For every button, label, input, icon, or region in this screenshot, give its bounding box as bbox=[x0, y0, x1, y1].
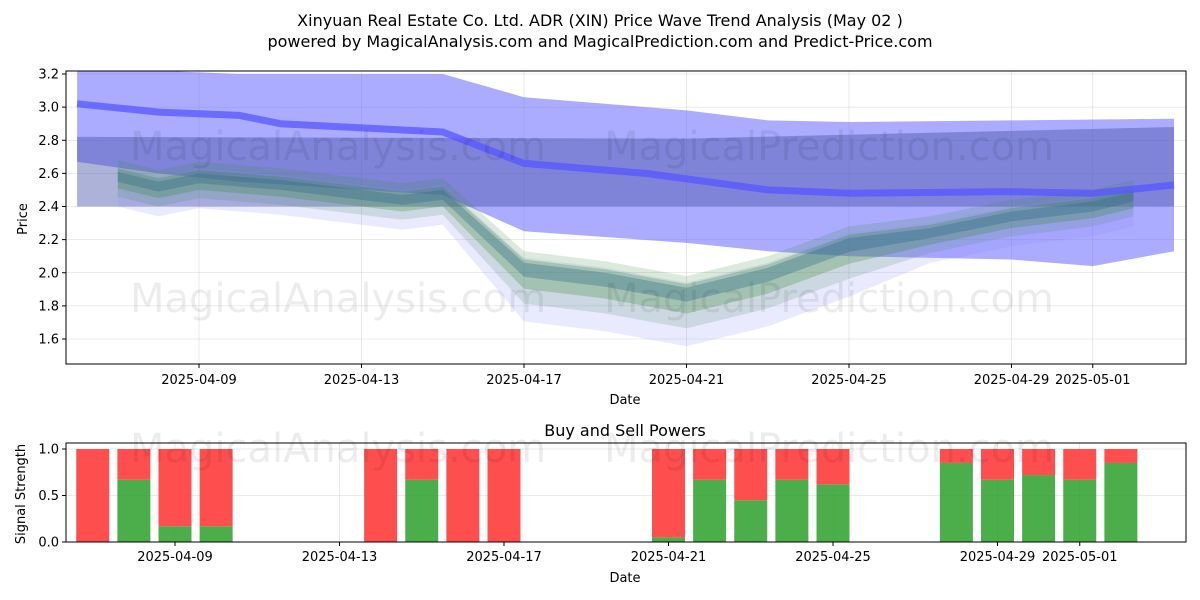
signal-x-tick-label: 2025-04-21 bbox=[631, 550, 707, 565]
watermark-analysis-3: MagicalAnalysis.com bbox=[130, 426, 546, 472]
signal-y-tick-label: 0.0 bbox=[38, 536, 59, 551]
price-y-tick-label: 2.0 bbox=[38, 266, 59, 281]
buy-bar bbox=[199, 526, 233, 542]
signal-y-tick-label: 1.0 bbox=[38, 443, 59, 458]
buy-bar bbox=[734, 500, 768, 542]
signal-x-tick-label: 2025-04-13 bbox=[302, 550, 378, 565]
watermark-prediction-1: MagicalPrediction.com bbox=[604, 124, 1054, 170]
price-y-tick-label: 2.2 bbox=[38, 233, 59, 248]
signal-x-axis-label: Date bbox=[609, 571, 640, 586]
sell-bar bbox=[446, 449, 480, 542]
buy-bar bbox=[1063, 479, 1097, 542]
buy-bar bbox=[816, 484, 850, 542]
signal-x-tick-label: 2025-04-17 bbox=[466, 550, 542, 565]
price-x-tick-label: 2025-04-21 bbox=[649, 373, 725, 388]
signal-y-tick-label: 0.5 bbox=[38, 489, 59, 504]
signal-plot-frame bbox=[65, 442, 1187, 543]
signal-x-tick-label: 2025-05-01 bbox=[1042, 550, 1118, 565]
watermarks: MagicalAnalysis.com MagicalPrediction.co… bbox=[130, 124, 1054, 472]
sell-bar bbox=[652, 449, 685, 538]
watermark-analysis-2: MagicalAnalysis.com bbox=[130, 276, 546, 322]
sell-bar bbox=[158, 449, 192, 527]
sell-bar bbox=[76, 449, 110, 542]
price-y-tick-label: 3.0 bbox=[38, 101, 59, 116]
signal-title: Buy and Sell Powers bbox=[544, 421, 706, 440]
sell-bar bbox=[1022, 449, 1056, 476]
price-y-tick-label: 2.4 bbox=[38, 200, 59, 215]
chart-subtitle: powered by MagicalAnalysis.com and Magic… bbox=[267, 32, 932, 51]
buy-bar bbox=[117, 479, 151, 542]
price-series bbox=[76, 71, 1175, 347]
price-y-tick-label: 1.6 bbox=[38, 333, 59, 348]
price-wave-ribbon bbox=[117, 171, 1134, 302]
buy-bar bbox=[939, 462, 973, 542]
sell-bar bbox=[1063, 449, 1097, 480]
buy-bar bbox=[1104, 462, 1138, 542]
buy-bar bbox=[405, 479, 439, 542]
price-x-tick-label: 2025-05-01 bbox=[1055, 373, 1131, 388]
watermark-prediction-2: MagicalPrediction.com bbox=[604, 276, 1054, 322]
sell-bar bbox=[775, 449, 809, 480]
watermark-analysis-1: MagicalAnalysis.com bbox=[130, 124, 546, 170]
price-x-tick-label: 2025-04-17 bbox=[486, 373, 562, 388]
signal-x-tick-label: 2025-04-09 bbox=[137, 550, 213, 565]
price-wave-ribbon bbox=[117, 160, 1134, 329]
sell-bar bbox=[734, 449, 768, 501]
price-y-tick-label: 1.8 bbox=[38, 299, 59, 314]
sell-bar bbox=[405, 449, 439, 480]
price-y-axis-label: Price bbox=[16, 203, 31, 235]
sell-bar bbox=[693, 449, 727, 480]
signal-x-tick-label: 2025-04-29 bbox=[960, 550, 1036, 565]
sell-bar bbox=[199, 449, 233, 527]
price-x-tick-label: 2025-04-25 bbox=[811, 373, 887, 388]
signal-axes: 0.0 0.5 1.0 2025-04-09 2025-04-13 2025-04-17 2… bbox=[38, 443, 1117, 566]
flat-wave-band bbox=[77, 127, 1175, 207]
signal-panel: Buy and Sell Powers 0.0 0.5 1.0 2025-04-09 2… bbox=[14, 421, 1187, 586]
watermark-prediction-3: MagicalPrediction.com bbox=[604, 426, 1054, 472]
signal-x-tick-label: 2025-04-25 bbox=[795, 550, 871, 565]
sell-bar bbox=[487, 449, 521, 542]
price-y-tick-label: 2.6 bbox=[38, 167, 59, 182]
price-y-tick-label: 3.2 bbox=[38, 68, 59, 83]
price-x-tick-label: 2025-04-09 bbox=[161, 373, 237, 388]
price-wave-ribbon bbox=[117, 168, 1134, 314]
price-y-tick-label: 2.8 bbox=[38, 134, 59, 149]
chart-title: Xinyuan Real Estate Co. Ltd. ADR (XIN) P… bbox=[297, 11, 903, 30]
buy-bar bbox=[981, 479, 1014, 542]
price-panel: 1.6 1.8 2.0 2.2 2.4 2.6 2.8 3.0 3.2 2025-04-09 202… bbox=[16, 68, 1187, 408]
price-plot-frame bbox=[65, 70, 1187, 365]
price-x-tick-label: 2025-04-29 bbox=[974, 373, 1050, 388]
sell-bar bbox=[117, 449, 151, 480]
sell-bar bbox=[364, 449, 398, 542]
buy-bar bbox=[693, 479, 727, 542]
buy-bar bbox=[652, 537, 685, 542]
signal-bars bbox=[76, 449, 1138, 542]
price-axes: 1.6 1.8 2.0 2.2 2.4 2.6 2.8 3.0 3.2 2025-04-09 202… bbox=[38, 68, 1130, 389]
buy-bar bbox=[775, 479, 809, 542]
price-x-tick-label: 2025-04-13 bbox=[324, 373, 400, 388]
sell-bar bbox=[816, 449, 850, 485]
trend-line bbox=[76, 100, 1175, 197]
sell-bar bbox=[939, 449, 973, 463]
price-x-axis-label: Date bbox=[609, 393, 640, 408]
buy-bar bbox=[1022, 475, 1056, 542]
buy-bar bbox=[158, 526, 192, 542]
sell-bar bbox=[1104, 449, 1138, 463]
price-wave-ribbon bbox=[117, 166, 1134, 347]
sell-bar bbox=[981, 449, 1014, 480]
signal-y-axis-label: Signal Strength bbox=[14, 444, 29, 544]
